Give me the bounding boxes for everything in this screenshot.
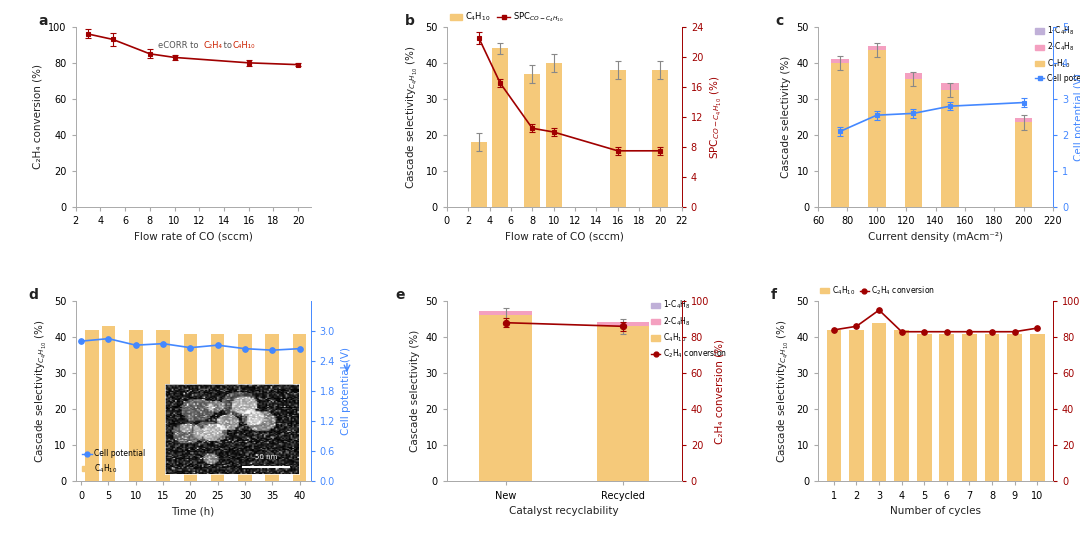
Text: C₄H₁₀: C₄H₁₀: [232, 41, 255, 50]
X-axis label: Flow rate of CO (sccm): Flow rate of CO (sccm): [134, 232, 253, 242]
Y-axis label: Cascade selectivity (%): Cascade selectivity (%): [781, 56, 791, 178]
Text: to: to: [221, 41, 234, 50]
Bar: [1008, 333, 1022, 482]
Bar: [157, 330, 170, 482]
Text: e: e: [395, 288, 405, 302]
Bar: [905, 73, 922, 79]
Bar: [868, 50, 886, 207]
Bar: [872, 323, 887, 482]
Legend: 1-C$_4$H$_8$, 2-C$_4$H$_8$, C$_4$H$_{10}$, Cell potential: 1-C$_4$H$_8$, 2-C$_4$H$_8$, C$_4$H$_{10}…: [1032, 21, 1080, 86]
Legend: C$_4$H$_{10}$, SPC$_{CO-C_4H_{10}}$: C$_4$H$_{10}$, SPC$_{CO-C_4H_{10}}$: [446, 7, 567, 28]
Text: f: f: [771, 288, 777, 302]
Bar: [524, 74, 540, 207]
Bar: [480, 311, 532, 316]
Bar: [239, 333, 252, 482]
Y-axis label: SPC$_{CO-C_4H_{10}}$ (%): SPC$_{CO-C_4H_{10}}$ (%): [708, 75, 724, 158]
Bar: [905, 79, 922, 207]
Bar: [102, 326, 116, 482]
Bar: [940, 333, 954, 482]
Y-axis label: C₂H₄ conversion (%): C₂H₄ conversion (%): [715, 339, 725, 444]
Bar: [85, 330, 99, 482]
Y-axis label: Cascade selectivity$_{C_4H_{10}}$ (%): Cascade selectivity$_{C_4H_{10}}$ (%): [777, 319, 791, 463]
Text: a: a: [38, 14, 48, 28]
Bar: [129, 330, 143, 482]
X-axis label: Time (h): Time (h): [172, 506, 215, 516]
Bar: [652, 70, 669, 207]
Bar: [184, 333, 198, 482]
Bar: [1015, 123, 1032, 207]
Text: d: d: [28, 288, 39, 302]
Bar: [868, 46, 886, 50]
Bar: [942, 90, 959, 207]
Bar: [480, 316, 532, 482]
X-axis label: Flow rate of CO (sccm): Flow rate of CO (sccm): [504, 232, 624, 242]
Y-axis label: Cascade selectivity$_{C_4H_{10}}$ (%): Cascade selectivity$_{C_4H_{10}}$ (%): [33, 319, 49, 463]
Text: eCORR to: eCORR to: [158, 41, 201, 50]
Bar: [471, 142, 487, 207]
Y-axis label: C₂H₄ conversion (%): C₂H₄ conversion (%): [32, 65, 42, 170]
Text: C₂H₄: C₂H₄: [204, 41, 222, 50]
Bar: [293, 333, 307, 482]
Bar: [832, 63, 849, 207]
Bar: [211, 333, 225, 482]
X-axis label: Catalyst recyclability: Catalyst recyclability: [510, 506, 619, 516]
Legend: Cell potential, C$_4$H$_{10}$: Cell potential, C$_4$H$_{10}$: [80, 446, 148, 478]
Y-axis label: Cell potential (V): Cell potential (V): [340, 347, 351, 435]
X-axis label: Current density (mAcm⁻²): Current density (mAcm⁻²): [868, 232, 1003, 242]
Y-axis label: Cell potential (V): Cell potential (V): [1074, 73, 1080, 161]
Bar: [832, 58, 849, 63]
Bar: [266, 333, 279, 482]
Bar: [917, 333, 932, 482]
Y-axis label: Cascade selectivity (%): Cascade selectivity (%): [410, 330, 420, 453]
Bar: [826, 330, 841, 482]
Bar: [596, 322, 649, 326]
Bar: [1015, 118, 1032, 123]
Bar: [962, 333, 976, 482]
Text: b: b: [405, 14, 415, 28]
Legend: 1-C$_4$H$_8$, 2-C$_4$H$_8$, C$_4$H$_{10}$, C$_2$H$_4$ conversion: 1-C$_4$H$_8$, 2-C$_4$H$_8$, C$_4$H$_{10}…: [648, 296, 730, 363]
Bar: [545, 63, 562, 207]
Bar: [942, 83, 959, 90]
Y-axis label: Cascade selectivity$_{C_4H_{10}}$ (%): Cascade selectivity$_{C_4H_{10}}$ (%): [405, 45, 420, 189]
Bar: [492, 48, 509, 207]
Bar: [849, 330, 864, 482]
X-axis label: Number of cycles: Number of cycles: [890, 506, 981, 516]
Bar: [985, 333, 999, 482]
Bar: [610, 70, 625, 207]
Text: c: c: [775, 14, 784, 28]
Legend: C$_4$H$_{10}$, C$_2$H$_4$ conversion: C$_4$H$_{10}$, C$_2$H$_4$ conversion: [818, 281, 939, 300]
Bar: [1030, 333, 1044, 482]
Bar: [596, 326, 649, 482]
Bar: [894, 330, 909, 482]
